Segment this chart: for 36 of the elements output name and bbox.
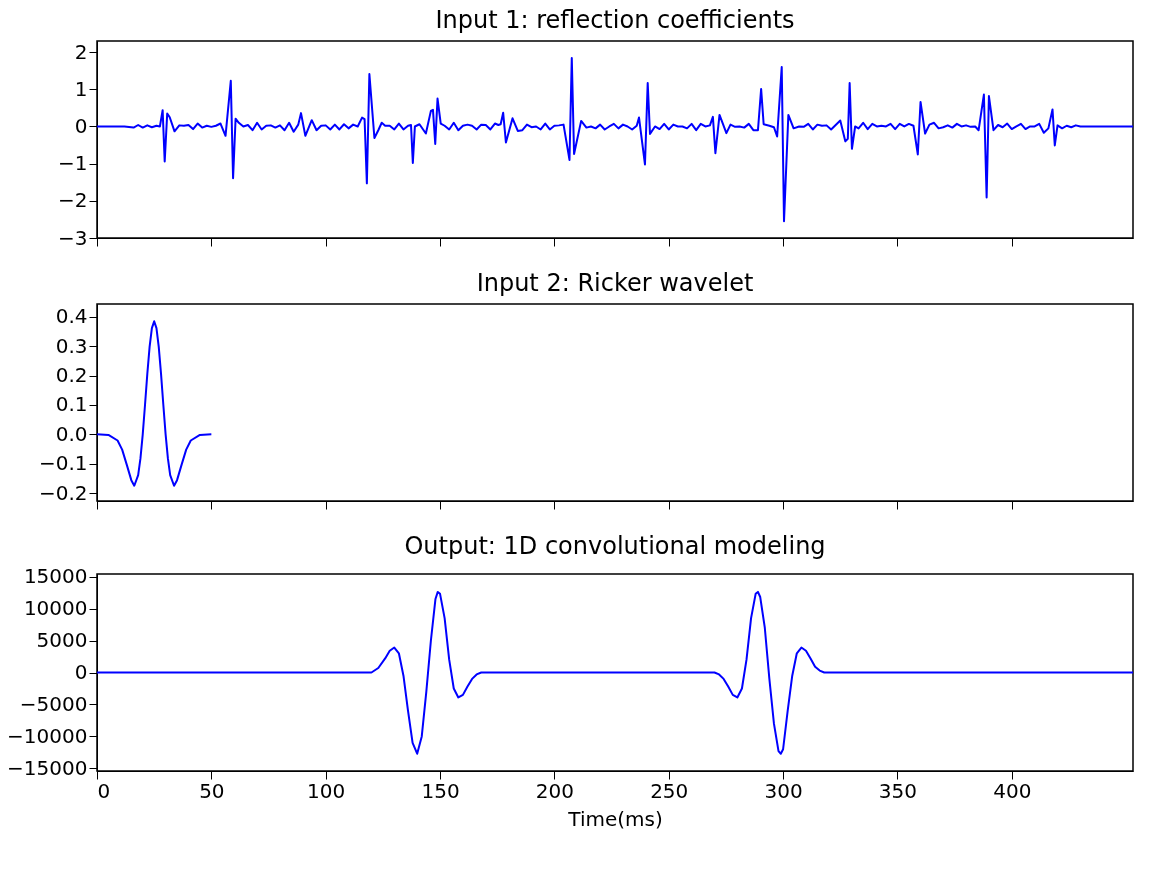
line-series <box>97 590 1133 755</box>
chart-title: Input 2: Ricker wavelet <box>476 269 754 297</box>
x-tick-label: 300 <box>764 778 803 803</box>
y-tick-label: −1 <box>58 151 88 176</box>
x-tick-label: 400 <box>993 778 1032 803</box>
y-tick-label: 10000 <box>23 596 88 621</box>
y-tick-label: 5000 <box>36 628 88 653</box>
x-tick-label: 150 <box>421 778 460 803</box>
y-tick-label: 0 <box>74 113 88 138</box>
line-series <box>97 57 1133 223</box>
line-series <box>97 320 213 487</box>
x-tick-label: 250 <box>650 778 689 803</box>
chart-title: Output: 1D convolutional modeling <box>404 531 826 560</box>
y-tick-label: 0.3 <box>55 333 88 358</box>
y-tick-label: 0.0 <box>55 421 88 446</box>
x-tick-label: 350 <box>878 778 918 803</box>
x-tick-label: 0 <box>97 778 111 803</box>
y-tick-label: −5000 <box>19 691 88 716</box>
chart-title: Input 1: reflection coefficients <box>435 6 795 34</box>
y-tick-label: 0.2 <box>55 363 88 388</box>
y-tick-label: −0.2 <box>38 480 88 505</box>
x-axis-title: Time(ms) <box>567 806 663 831</box>
y-tick-label: −10000 <box>7 723 88 748</box>
y-tick-label: 0 <box>74 660 88 684</box>
y-tick-label: −3 <box>58 225 88 250</box>
y-tick-label: 0.4 <box>55 304 88 329</box>
x-tick-label: 200 <box>535 778 574 803</box>
y-tick-label: −0.1 <box>38 451 88 476</box>
y-tick-label: 2 <box>74 39 88 64</box>
y-tick-label: −15000 <box>7 755 88 780</box>
y-tick-label: 15000 <box>23 564 88 589</box>
y-tick-label: −2 <box>58 188 88 213</box>
y-tick-label: 0.1 <box>55 392 88 417</box>
y-tick-label: 1 <box>74 76 88 101</box>
x-tick-label: 100 <box>307 778 346 803</box>
x-tick-label: 50 <box>199 778 225 803</box>
